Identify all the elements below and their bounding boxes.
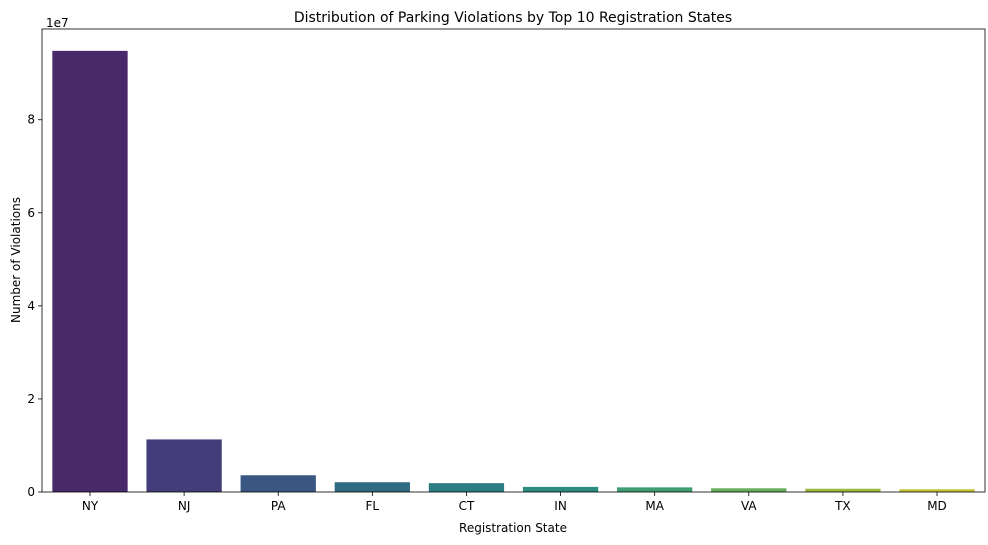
x-tick-label: IN [554,499,567,513]
bar-ct [428,483,505,492]
x-tick-label: MD [927,499,947,513]
y-tick-label: 0 [27,485,35,499]
y-tick-label: 6 [27,206,35,220]
y-tick-label: 8 [27,113,35,127]
plot-frame [41,28,986,493]
y-tick-label: 4 [27,299,35,313]
bar-tx [805,488,881,492]
x-axis-label: Registration State [459,521,567,535]
bar-ma [617,487,693,492]
y-axis-offset-label: 1e7 [46,16,69,30]
x-tick-label: MA [645,499,664,513]
y-ticks-group: 0 2 4 6 8 [27,113,42,499]
x-tick-label: TX [834,499,851,513]
bar-fl [334,482,410,492]
bar-ny [52,50,128,493]
x-tick-label: FL [366,499,380,513]
x-ticks-group: NY NJ PA FL CT IN MA VA TX MD [82,492,947,513]
y-tick-label: 2 [27,392,35,406]
bar-md [899,489,975,492]
bar-in [522,486,599,492]
bar-pa [240,475,316,492]
x-tick-label: NY [82,499,99,513]
x-tick-label: NJ [178,499,191,513]
chart-title: Distribution of Parking Violations by To… [294,10,732,26]
x-tick-label: PA [271,499,286,513]
y-axis-label: Number of Violations [9,197,23,323]
bar-nj [146,439,222,492]
x-tick-label: VA [741,499,757,513]
x-tick-label: CT [459,499,475,513]
bar-va [711,488,787,492]
bars-group [52,50,975,493]
